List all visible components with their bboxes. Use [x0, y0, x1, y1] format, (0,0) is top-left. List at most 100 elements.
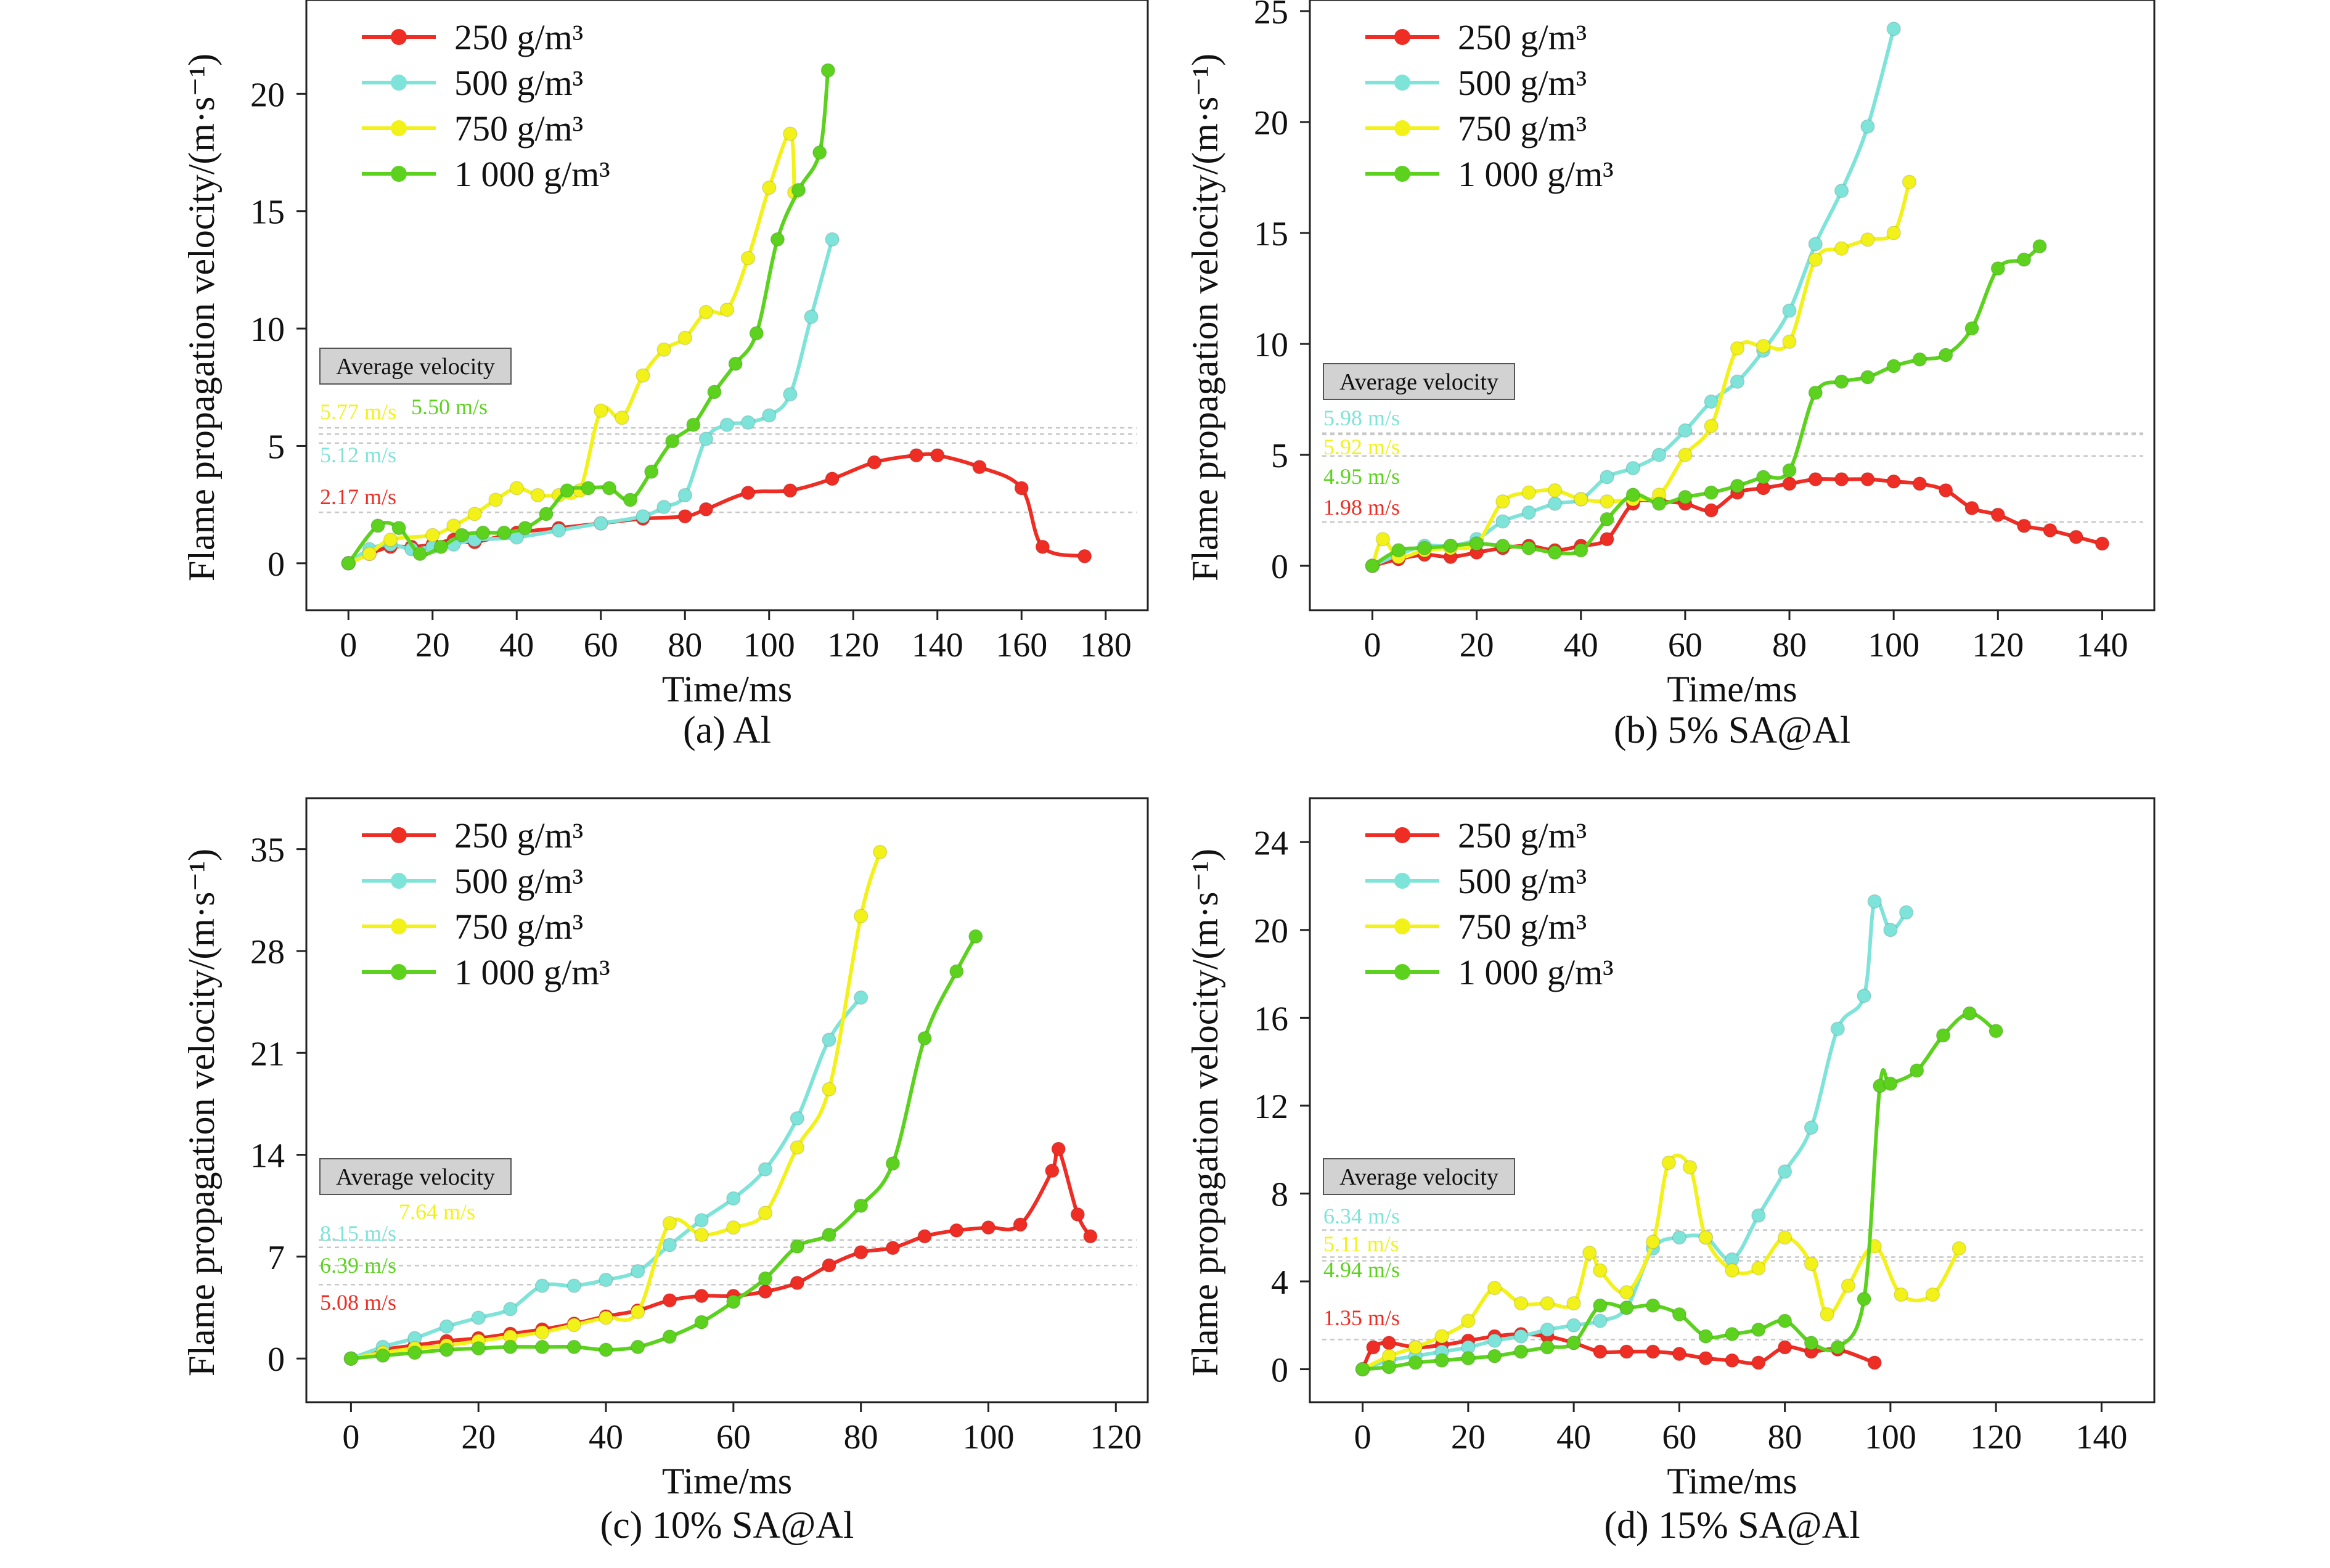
x-tick-label: 60: [716, 1418, 751, 1456]
data-point: [853, 909, 869, 924]
data-point: [726, 1220, 741, 1235]
data-point: [1600, 512, 1614, 527]
average-label: 1.98 m/s: [1323, 495, 1400, 520]
data-point: [375, 1348, 390, 1363]
x-tick-label: 80: [1772, 626, 1807, 664]
y-tick-label: 25: [1254, 0, 1288, 31]
legend-label: 250 g/m³: [1458, 815, 1587, 855]
x-tick-label: 60: [1662, 1418, 1696, 1456]
x-tick-label: 120: [1972, 626, 2024, 664]
x-tick-label: 40: [499, 626, 534, 664]
data-point: [1566, 1296, 1581, 1311]
average-label: 5.50 m/s: [411, 394, 488, 419]
data-point: [539, 507, 554, 521]
y-tick-label: 15: [250, 194, 285, 232]
data-point: [534, 1278, 550, 1293]
data-point: [1083, 1229, 1098, 1244]
data-point: [1777, 1230, 1792, 1245]
y-tick-label: 12: [1254, 1088, 1288, 1126]
data-point: [1782, 303, 1797, 318]
data-point: [740, 415, 756, 430]
data-point: [822, 1032, 836, 1047]
data-point: [1886, 474, 1901, 489]
data-point: [391, 520, 406, 536]
average-label: 5.12 m/s: [320, 443, 396, 467]
data-point: [503, 1339, 518, 1355]
data-point: [602, 481, 617, 496]
chart-panel-3: 0 20 40 60 80 100 120 0 7 14 21 28 35 Time/ms Flame pr…: [181, 797, 1149, 1546]
data-point: [1751, 1322, 1766, 1337]
data-point: [1521, 485, 1536, 500]
data-point: [1830, 1021, 1846, 1036]
data-point: [1593, 1263, 1608, 1278]
data-point: [560, 483, 574, 498]
data-point: [1619, 1285, 1634, 1300]
panel-caption: (b) 5% SA@Al: [1614, 709, 1850, 751]
data-point: [1600, 470, 1614, 484]
data-point: [566, 1318, 582, 1333]
legend-label: 750 g/m³: [1458, 108, 1587, 149]
data-point: [694, 1213, 709, 1228]
data-point: [1912, 476, 1927, 491]
data-point: [1434, 1329, 1449, 1344]
legend-swatch-marker: [391, 918, 407, 934]
y-axis-title: Flame propagation velocity/(m·s⁻¹): [181, 54, 222, 581]
data-point: [1391, 543, 1406, 558]
x-tick-label: 20: [1451, 1418, 1486, 1456]
data-point: [1834, 472, 1849, 487]
data-point: [719, 417, 735, 432]
data-point: [1808, 237, 1823, 251]
data-point: [1886, 22, 1901, 36]
data-point: [1645, 1235, 1661, 1249]
data-point: [1593, 1313, 1608, 1328]
legend-swatch-marker: [391, 29, 407, 45]
data-point: [2043, 523, 2058, 538]
legend-swatch-marker: [1394, 166, 1410, 182]
data-point: [1860, 472, 1875, 487]
data-point: [1938, 483, 1953, 498]
average-velocity-box: [319, 348, 512, 385]
data-point: [1375, 532, 1391, 547]
data-point: [1672, 1230, 1687, 1245]
data-point: [1698, 1230, 1713, 1245]
data-point: [1521, 541, 1536, 555]
data-point: [341, 556, 356, 571]
data-point: [1808, 385, 1823, 400]
data-point: [2016, 518, 2032, 533]
average-label: 7.64 m/s: [399, 1199, 475, 1224]
data-point: [630, 1304, 645, 1320]
data-point: [1678, 489, 1693, 505]
data-point: [343, 1351, 359, 1366]
average-velocity-box-label: Average velocity: [336, 354, 495, 380]
data-point: [630, 1264, 645, 1279]
data-point: [949, 1223, 964, 1238]
data-point: [1540, 1296, 1555, 1311]
data-point: [758, 1271, 773, 1286]
average-label: 4.95 m/s: [1323, 464, 1400, 489]
data-point: [581, 481, 596, 496]
data-point: [594, 403, 608, 419]
data-point: [1936, 1028, 1951, 1043]
data-point: [471, 1310, 486, 1325]
data-point: [1808, 472, 1823, 487]
y-tick-label: 0: [1271, 548, 1288, 586]
panel-caption: (c) 10% SA@Al: [600, 1505, 854, 1546]
data-point: [783, 126, 798, 141]
average-label: 6.39 m/s: [320, 1253, 396, 1278]
data-point: [1645, 1298, 1661, 1313]
panels-group: 0 20 40 60 80 100 120 140 160 18005101520Time/msF…: [181, 0, 2156, 1546]
data-point: [1417, 541, 1432, 555]
data-point: [1014, 481, 1029, 496]
data-point: [1912, 352, 1927, 367]
data-point: [1804, 1256, 1819, 1272]
y-tick-label: 14: [250, 1137, 285, 1175]
data-point: [1495, 538, 1510, 553]
data-point: [1408, 1355, 1423, 1370]
data-point: [1777, 1313, 1792, 1328]
data-point: [825, 232, 840, 247]
data-point: [1547, 496, 1563, 511]
data-point: [425, 528, 440, 542]
data-point: [790, 1239, 805, 1254]
data-point: [662, 1292, 677, 1308]
data-point: [1834, 374, 1849, 389]
